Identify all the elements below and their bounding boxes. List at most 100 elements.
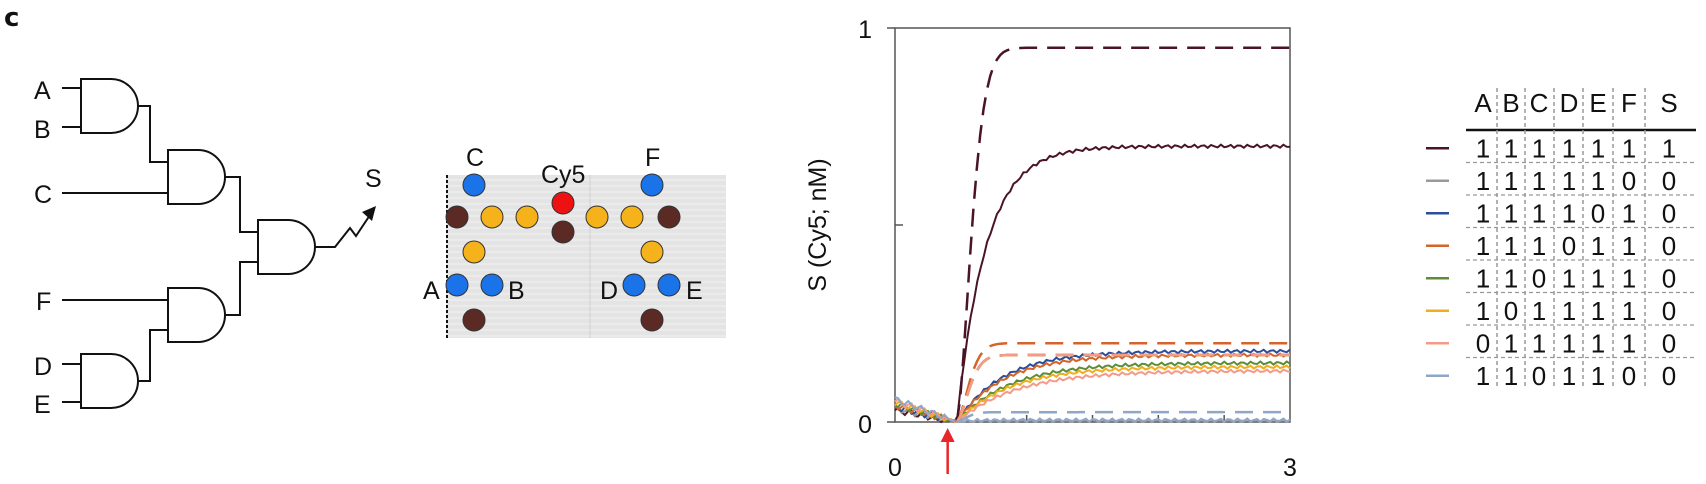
- circuit-output-s: S: [365, 165, 382, 193]
- circuit-input-d: D: [34, 353, 52, 381]
- y-tick-label-0: 0: [858, 411, 872, 439]
- strand-gate-dot: [640, 240, 664, 264]
- strand-input-b-dot: [480, 273, 504, 297]
- truth-table-cell: 1: [1591, 361, 1605, 391]
- truth-table-cell: 0: [1622, 166, 1636, 196]
- truth-table-cell: 1: [1504, 361, 1518, 391]
- measured-series-line: [894, 364, 1291, 423]
- truth-table-cell: 0: [1562, 231, 1576, 261]
- origami-label-cy5: Cy5: [541, 161, 585, 189]
- strand-anchor-dot: [640, 308, 664, 332]
- truth-table-cell: 1: [1662, 133, 1676, 163]
- truth-table-cell: 1: [1476, 166, 1490, 196]
- truth-table-cell: 0: [1591, 198, 1605, 228]
- truth-table-cell: 1: [1476, 296, 1490, 326]
- truth-table-cell: 1: [1504, 133, 1518, 163]
- strand-input-e-dot: [657, 273, 681, 297]
- y-axis-label: S (Cy5; nM): [804, 158, 832, 291]
- truth-table-cell: 1: [1504, 166, 1518, 196]
- strand-gate-dot: [515, 205, 539, 229]
- truth-table-cell: 1: [1504, 328, 1518, 358]
- truth-table-cell: 0: [1532, 263, 1546, 293]
- truth-table-cell: 1: [1562, 296, 1576, 326]
- strand-input-d-dot: [622, 273, 646, 297]
- truth-table-cell: 0: [1662, 166, 1676, 196]
- truth-table-cell: 1: [1591, 328, 1605, 358]
- truth-table-cell: 1: [1476, 198, 1490, 228]
- truth-table-cell: 1: [1476, 361, 1490, 391]
- truth-table-cell: 1: [1532, 231, 1546, 261]
- truth-table-cell: 1: [1591, 133, 1605, 163]
- measured-series-line: [894, 143, 1291, 424]
- truth-table-cell: 1: [1532, 328, 1546, 358]
- truth-table-header: F: [1621, 88, 1637, 118]
- logic-circuit: [62, 78, 373, 409]
- truth-table-cell: 1: [1562, 166, 1576, 196]
- truth-table-cell: 1: [1476, 263, 1490, 293]
- truth-table-cell: 0: [1662, 296, 1676, 326]
- truth-table-cell: 1: [1622, 263, 1636, 293]
- strand-anchor-dot: [657, 205, 681, 229]
- origami-label-e: E: [686, 277, 703, 305]
- y-tick-label-1: 1: [858, 16, 872, 44]
- measured-series-line: [894, 368, 1291, 424]
- truth-table-cell: 1: [1562, 328, 1576, 358]
- truth-table-cell: 0: [1504, 296, 1518, 326]
- origami-label-f: F: [645, 144, 660, 172]
- truth-table-cell: 0: [1622, 361, 1636, 391]
- origami-substrate: [446, 175, 726, 338]
- truth-table-cell: 1: [1504, 198, 1518, 228]
- strand-input-a-dot: [445, 273, 469, 297]
- strand-anchor-dot: [551, 220, 575, 244]
- truth-table-header: C: [1530, 88, 1549, 118]
- truth-table-cell: 0: [1532, 361, 1546, 391]
- x-tick-label-3: 3: [1283, 454, 1297, 482]
- truth-table-cell: 1: [1622, 133, 1636, 163]
- and-gate-final: [257, 219, 316, 275]
- strand-reporter-cy5-dot: [551, 191, 575, 215]
- truth-table-cell: 1: [1562, 198, 1576, 228]
- truth-table: A B C D E F S1 1 1 1 1 1 11 1 1 1 1 0 01 1 1 1 0 1 01 1 1 0 1 1 01 1 0 1 1…: [1426, 88, 1696, 391]
- truth-table-cell: 0: [1662, 198, 1676, 228]
- truth-table-cell: 1: [1622, 198, 1636, 228]
- truth-table-cell: 1: [1532, 166, 1546, 196]
- truth-table-header: E: [1589, 88, 1606, 118]
- strand-gate-dot: [620, 205, 644, 229]
- truth-table-cell: 1: [1591, 263, 1605, 293]
- and-gate-abc: [167, 149, 226, 205]
- truth-table-cell: 1: [1532, 296, 1546, 326]
- strand-gate-dot: [480, 205, 504, 229]
- truth-table-cell: 0: [1662, 328, 1676, 358]
- truth-table-cell: 0: [1476, 328, 1490, 358]
- and-gate-def: [167, 287, 226, 343]
- truth-table-cell: 0: [1662, 231, 1676, 261]
- truth-table-header: D: [1560, 88, 1579, 118]
- and-gate-de: [80, 353, 139, 409]
- truth-table-header: B: [1502, 88, 1519, 118]
- strand-anchor-dot: [462, 308, 486, 332]
- circuit-input-f: F: [36, 288, 51, 316]
- truth-table-cell: 1: [1591, 296, 1605, 326]
- truth-table-header: A: [1474, 88, 1492, 118]
- truth-table-cell: 1: [1476, 133, 1490, 163]
- truth-table-cell: 0: [1662, 263, 1676, 293]
- truth-table-cell: 1: [1591, 166, 1605, 196]
- truth-table-header: S: [1660, 88, 1677, 118]
- output-arrow-icon: [362, 206, 376, 221]
- simulated-series-line: [955, 353, 1290, 423]
- strand-gate-dot: [585, 205, 609, 229]
- truth-table-cell: 1: [1562, 361, 1576, 391]
- truth-table-cell: 1: [1622, 296, 1636, 326]
- truth-table-cell: 1: [1504, 263, 1518, 293]
- truth-table-cell: 1: [1591, 231, 1605, 261]
- circuit-input-b: B: [34, 116, 51, 144]
- origami-label-b: B: [508, 277, 525, 305]
- truth-table-cell: 1: [1562, 263, 1576, 293]
- kinetics-chart: [887, 27, 1291, 474]
- origami-label-c: C: [466, 144, 484, 172]
- origami-label-d: D: [600, 277, 618, 305]
- truth-table-cell: 1: [1476, 231, 1490, 261]
- truth-table-cell: 1: [1532, 133, 1546, 163]
- strand-input-f-dot: [640, 173, 664, 197]
